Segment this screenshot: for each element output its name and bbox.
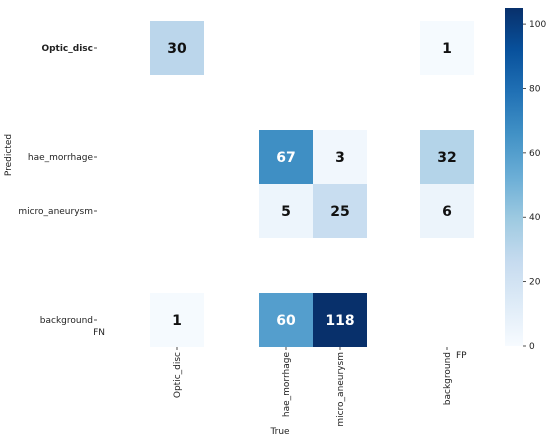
colorbar-ticks: 0 20 40 60 80 100: [523, 20, 546, 352]
cell-value-label: 118: [325, 313, 354, 329]
colorbar-tick-label: 60: [529, 149, 541, 159]
cell-value-label: 60: [276, 313, 296, 329]
heatmap-cell: [259, 130, 313, 184]
colorbar-tick-label: 0: [529, 342, 535, 352]
colorbar-gradient: [505, 8, 523, 346]
heatmap-cell: [150, 21, 204, 75]
colorbar-tick-label: 20: [529, 278, 541, 288]
x-tick-label: Optic_disc: [173, 352, 183, 398]
heatmap-cell: [420, 184, 474, 238]
cell-value-label: 6: [442, 204, 452, 220]
heatmap-cell: [150, 293, 204, 347]
heatmap-cell: [313, 130, 367, 184]
cell-value-label: 25: [330, 204, 349, 220]
cell-value-label: 1: [172, 313, 182, 329]
cell-value-label: 67: [276, 150, 295, 166]
heatmap-cell: [420, 130, 474, 184]
colorbar-tick-label: 40: [529, 213, 541, 223]
x-tick-label: hae_morrhage: [282, 352, 292, 418]
fp-annotation: FP: [456, 351, 467, 361]
cell-value-label: 32: [437, 150, 456, 166]
heatmap-cell: [313, 184, 367, 238]
colorbar-tick-label: 80: [529, 84, 541, 94]
x-tick-labels: Optic_disc hae_morrhage micro_aneurysm back…: [173, 347, 453, 427]
x-axis-label: True: [269, 427, 290, 437]
y-tick-label: micro_aneurysm: [18, 207, 93, 217]
colorbar-tick-label: 100: [529, 20, 546, 30]
cell-value-label: 5: [281, 204, 291, 220]
y-tick-label: background: [40, 316, 93, 326]
x-tick-label: micro_aneurysm: [336, 352, 346, 427]
cell-value-label: 3: [335, 150, 345, 166]
y-tick-labels: Optic_disc hae_morrhage micro_aneurysmback…: [18, 44, 97, 326]
cell-value-label: 1: [442, 41, 452, 57]
fn-annotation: FN: [93, 328, 105, 338]
y-axis-label: Predicted: [4, 134, 14, 176]
heatmap-cell: [259, 293, 313, 347]
cell-value-label: 30: [167, 41, 187, 57]
y-tick-label: hae_morrhage: [28, 153, 94, 163]
heatmap-cell: [259, 184, 313, 238]
x-tick-label: background: [443, 352, 453, 405]
heatmap-cell: [313, 293, 367, 347]
heatmap-cells: 30 1 67 3 32 5 25 6 1 60 118: [150, 21, 474, 347]
colorbar: 0 20 40 60 80 100: [505, 8, 546, 352]
y-tick-label: Optic_disc: [41, 44, 93, 54]
heatmap-cell: [420, 21, 474, 75]
